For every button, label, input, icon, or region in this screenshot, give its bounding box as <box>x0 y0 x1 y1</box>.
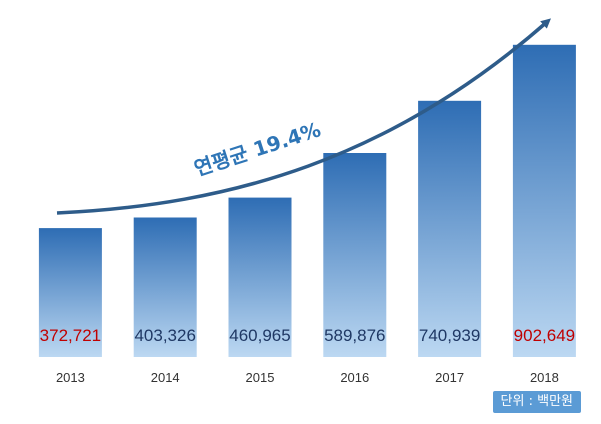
value-label-2016: 589,876 <box>324 326 385 345</box>
bar-2015 <box>228 197 292 357</box>
bar-2014 <box>133 217 197 357</box>
bar-2018 <box>512 44 576 358</box>
bars-layer <box>38 44 576 358</box>
value-label-2013: 372,721 <box>40 326 101 345</box>
x-tick-2015: 2015 <box>246 370 275 385</box>
value-label-2014: 403,326 <box>134 326 195 345</box>
value-label-2015: 460,965 <box>229 326 290 345</box>
x-tick-2016: 2016 <box>340 370 369 385</box>
value-label-2017: 740,939 <box>419 326 480 345</box>
x-tick-2013: 2013 <box>56 370 85 385</box>
value-labels-layer: 372,721 403,326 460,965 589,876 740,939 902,6… <box>40 326 575 345</box>
x-tick-2017: 2017 <box>435 370 464 385</box>
bar-2013 <box>38 228 102 357</box>
x-tick-2018: 2018 <box>530 370 559 385</box>
trend-arrow <box>56 18 552 215</box>
value-label-2018: 902,649 <box>514 326 575 345</box>
x-tick-2014: 2014 <box>151 370 180 385</box>
cagr-annotation: 연평균 19.4% <box>191 117 324 180</box>
unit-badge: 단위 : 백만원 <box>492 391 581 413</box>
x-axis-ticks: 2013 2014 2015 2016 2017 2018 <box>56 370 559 385</box>
bar-2017 <box>418 100 482 358</box>
bar-2016 <box>323 153 387 357</box>
